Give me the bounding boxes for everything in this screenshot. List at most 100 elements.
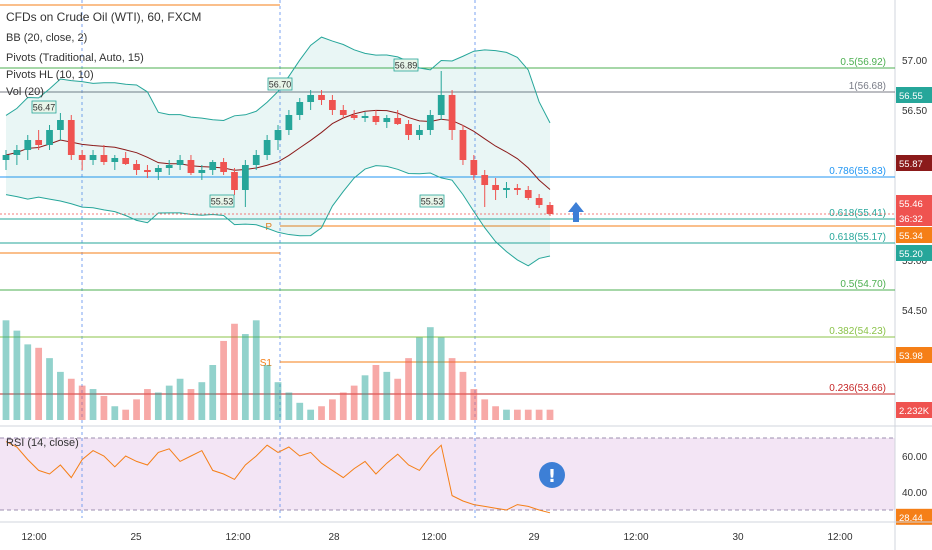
- candle-body[interactable]: [513, 188, 521, 190]
- candle-body[interactable]: [383, 118, 391, 122]
- price-badge: [896, 227, 932, 243]
- candle-body[interactable]: [231, 172, 238, 190]
- candle-body[interactable]: [296, 102, 304, 115]
- volume-bar: [100, 395, 108, 420]
- volume-bar: [209, 365, 217, 420]
- volume-bar: [372, 365, 380, 420]
- volume-bar: [296, 402, 304, 420]
- candle-body[interactable]: [470, 160, 478, 175]
- price-badge: [896, 87, 932, 103]
- volume-bar: [448, 358, 456, 420]
- candle-body[interactable]: [405, 124, 412, 135]
- indicator-pivots-label[interactable]: Pivots (Traditional, Auto, 15): [6, 52, 144, 64]
- price-axis-tick: 57.00: [902, 56, 927, 67]
- volume-bar: [231, 323, 238, 420]
- candle-body[interactable]: [78, 155, 86, 160]
- alert-icon: [539, 462, 565, 488]
- volume-bar: [57, 371, 64, 420]
- chart-title: CFDs on Crude Oil (WTI), 60, FXCM: [6, 10, 202, 24]
- candle-body[interactable]: [154, 168, 162, 172]
- price-badge-label: 53.98: [899, 351, 923, 362]
- candle-body[interactable]: [535, 198, 543, 205]
- price-badge-label: 55.20: [899, 249, 923, 260]
- fib-level-label: 0.5(56.92): [840, 57, 886, 68]
- candle-body[interactable]: [67, 120, 75, 155]
- candle-body[interactable]: [13, 150, 21, 155]
- candle-body[interactable]: [111, 158, 119, 162]
- price-badge-label: 2.232K: [899, 406, 930, 417]
- price-badge: [896, 210, 932, 226]
- time-axis-tick: 12:00: [21, 532, 46, 543]
- indicator-bb-label[interactable]: BB (20, close, 2): [6, 32, 88, 44]
- fib-level-label: 0.236(53.66): [829, 383, 886, 394]
- candle-body[interactable]: [263, 140, 271, 155]
- candle-body[interactable]: [241, 165, 249, 190]
- candle-body[interactable]: [252, 155, 260, 165]
- fib-level-label: 0.618(55.17): [829, 232, 886, 243]
- candle-body[interactable]: [448, 95, 456, 130]
- candle-body[interactable]: [546, 205, 554, 214]
- volume-bar: [252, 320, 260, 420]
- candle-body[interactable]: [524, 190, 532, 198]
- candle-body[interactable]: [187, 160, 195, 173]
- pivot-hl-label: 56.47: [33, 103, 56, 113]
- rsi-axis-tick: 40.00: [902, 488, 927, 499]
- candle-body[interactable]: [89, 155, 97, 160]
- candle-body[interactable]: [361, 116, 369, 118]
- candle-body[interactable]: [372, 116, 380, 122]
- candle-body[interactable]: [165, 165, 173, 168]
- rsi-axis-tick: 60.00: [902, 452, 927, 463]
- fib-level-label: 1(56.68): [849, 81, 886, 92]
- volume-bar: [89, 389, 97, 420]
- volume-bar: [122, 409, 130, 420]
- candle-body[interactable]: [220, 162, 227, 172]
- candle-body[interactable]: [198, 170, 206, 173]
- pivot-hl-box: [393, 58, 419, 72]
- candle-body[interactable]: [57, 120, 64, 130]
- indicator-pivots-hl-label[interactable]: Pivots HL (10, 10): [6, 69, 94, 81]
- candle-body[interactable]: [133, 164, 140, 170]
- pivot-hl-label: 56.89: [395, 61, 418, 71]
- volume-bar: [426, 327, 434, 420]
- candle-body[interactable]: [307, 95, 315, 102]
- candle-body[interactable]: [35, 140, 43, 145]
- price-badge-label: 55.34: [899, 231, 923, 242]
- candle-body[interactable]: [339, 110, 347, 115]
- candle-body[interactable]: [2, 155, 10, 160]
- rsi-indicator-label[interactable]: RSI (14, close): [6, 437, 79, 449]
- volume-bar: [285, 392, 293, 420]
- candle-body[interactable]: [394, 118, 402, 124]
- candle-body[interactable]: [416, 130, 423, 135]
- candle-body[interactable]: [481, 175, 489, 185]
- candle-body[interactable]: [144, 170, 151, 172]
- bollinger-lower-line: [5, 165, 551, 267]
- volume-bar: [263, 365, 271, 420]
- time-axis-tick: 25: [130, 532, 142, 543]
- price-axis-tick: 55.00: [902, 256, 927, 267]
- candle-body[interactable]: [24, 140, 32, 150]
- indicator-volume-label[interactable]: Vol (20): [6, 86, 44, 98]
- candle-body[interactable]: [503, 188, 510, 190]
- candle-body[interactable]: [176, 160, 184, 165]
- volume-bar: [513, 409, 521, 420]
- candle-body[interactable]: [459, 130, 467, 160]
- pivot-hl-box: [31, 100, 57, 114]
- candle-body[interactable]: [285, 115, 293, 130]
- time-axis-tick: 12:00: [623, 532, 648, 543]
- candle-body[interactable]: [209, 162, 217, 170]
- candle-body[interactable]: [274, 130, 282, 140]
- candle-body[interactable]: [426, 115, 434, 130]
- candle-body[interactable]: [100, 155, 108, 162]
- candle-body[interactable]: [350, 115, 358, 118]
- candle-body[interactable]: [492, 185, 499, 190]
- volume-bar: [274, 382, 282, 420]
- candle-body[interactable]: [437, 95, 445, 115]
- candle-body[interactable]: [122, 158, 130, 164]
- candle-body[interactable]: [318, 95, 325, 100]
- price-badge: [896, 402, 932, 418]
- volume-bar: [187, 389, 195, 420]
- candle-body[interactable]: [46, 130, 53, 145]
- candle-body[interactable]: [329, 100, 336, 110]
- volume-bar: [24, 344, 32, 420]
